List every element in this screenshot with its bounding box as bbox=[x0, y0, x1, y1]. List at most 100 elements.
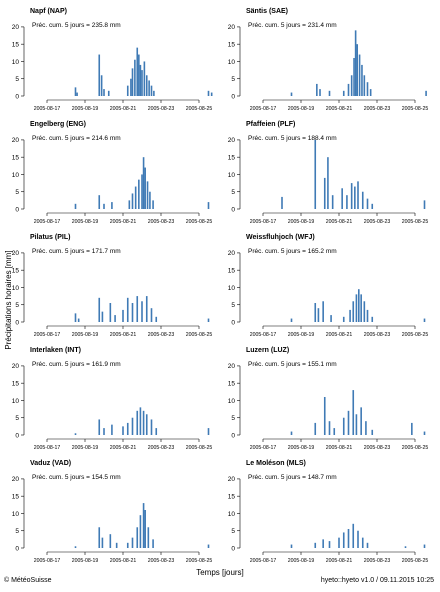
precip-bar bbox=[366, 198, 369, 209]
x-tick-label: 2005-08-25 bbox=[402, 445, 429, 451]
precip-bar bbox=[314, 139, 317, 209]
precip-bar bbox=[356, 44, 359, 96]
precip-bar bbox=[342, 90, 345, 96]
y-tick-label: 20 bbox=[228, 24, 236, 31]
precip-bar bbox=[342, 316, 345, 322]
cumulative-precip-label: Préc. cum. 5 jours = 148.7 mm bbox=[248, 474, 337, 481]
cumulative-precip-label: Préc. cum. 5 jours = 155.1 mm bbox=[248, 361, 337, 368]
precip-bar bbox=[109, 303, 112, 322]
y-tick-label: 15 bbox=[12, 493, 20, 500]
y-tick-label: 10 bbox=[12, 285, 20, 292]
y-tick-label: 10 bbox=[228, 398, 236, 405]
precip-bar bbox=[322, 539, 324, 548]
y-tick-label: 15 bbox=[12, 154, 20, 161]
x-tick-label: 2005-08-21 bbox=[110, 558, 137, 564]
x-tick-label: 2005-08-21 bbox=[326, 219, 353, 225]
precip-bar bbox=[423, 318, 426, 322]
precip-bar bbox=[126, 297, 129, 322]
precip-bar bbox=[423, 431, 426, 435]
precip-bar bbox=[366, 542, 369, 548]
y-tick-label: 5 bbox=[15, 415, 19, 422]
precip-bar bbox=[331, 195, 334, 209]
y-tick-label: 20 bbox=[12, 250, 20, 257]
precip-bar bbox=[349, 309, 351, 322]
precip-bar bbox=[347, 83, 350, 96]
precip-bar bbox=[366, 82, 369, 96]
precip-bar bbox=[207, 202, 210, 209]
precip-bar bbox=[141, 70, 143, 96]
precip-bar bbox=[148, 80, 150, 96]
x-tick-label: 2005-08-19 bbox=[288, 445, 315, 451]
precip-bar bbox=[354, 30, 357, 97]
precip-bar bbox=[350, 183, 353, 209]
station-panel: Luzern (LUZ) Préc. cum. 5 jours = 155.1 m… bbox=[228, 347, 429, 451]
precip-bar bbox=[207, 428, 210, 435]
y-tick-label: 10 bbox=[228, 285, 236, 292]
precip-bar bbox=[316, 83, 318, 96]
y-tick-label: 15 bbox=[228, 267, 236, 274]
x-tick-label: 2005-08-17 bbox=[250, 106, 277, 112]
precip-bar bbox=[341, 188, 343, 209]
precip-bar bbox=[150, 85, 153, 96]
precip-bar bbox=[363, 75, 366, 96]
y-tick-label: 5 bbox=[231, 415, 235, 422]
precip-bar bbox=[290, 92, 293, 96]
x-tick-label: 2005-08-25 bbox=[186, 106, 213, 112]
precip-bar bbox=[136, 527, 139, 548]
x-tick-label: 2005-08-19 bbox=[72, 332, 99, 338]
precip-bar bbox=[328, 90, 331, 96]
y-tick-label: 0 bbox=[15, 206, 19, 213]
precip-bar bbox=[347, 410, 350, 435]
x-tick-label: 2005-08-25 bbox=[402, 332, 429, 338]
precip-bar bbox=[327, 157, 329, 209]
x-tick-label: 2005-08-23 bbox=[148, 445, 175, 451]
precip-bar bbox=[361, 64, 363, 96]
precip-bar bbox=[333, 428, 336, 435]
precip-bar bbox=[207, 544, 210, 548]
y-tick-label: 5 bbox=[231, 189, 235, 196]
x-tick-label: 2005-08-19 bbox=[72, 558, 99, 564]
precip-bar bbox=[323, 177, 326, 209]
precip-bar bbox=[107, 90, 110, 96]
precip-bar bbox=[328, 421, 331, 435]
panel-title: Le Moléson (MLS) bbox=[246, 460, 306, 467]
x-tick-label: 2005-08-19 bbox=[72, 219, 99, 225]
precip-bar bbox=[352, 390, 355, 435]
precip-bar bbox=[155, 428, 158, 435]
cumulative-precip-label: Préc. cum. 5 jours = 171.7 mm bbox=[32, 248, 121, 255]
precip-bar bbox=[207, 318, 210, 322]
precip-bar bbox=[145, 75, 148, 96]
precip-bar bbox=[153, 90, 155, 96]
precip-bar bbox=[141, 301, 143, 322]
precip-bar bbox=[350, 75, 353, 96]
x-tick-label: 2005-08-17 bbox=[250, 332, 277, 338]
precip-bar bbox=[354, 186, 356, 209]
precip-bar bbox=[358, 54, 361, 96]
x-tick-label: 2005-08-23 bbox=[148, 106, 175, 112]
y-tick-label: 20 bbox=[228, 250, 236, 257]
x-tick-label: 2005-08-19 bbox=[288, 219, 315, 225]
precip-bar bbox=[371, 316, 374, 322]
precip-bar bbox=[338, 537, 340, 548]
cumulative-precip-label: Préc. cum. 5 jours = 235.8 mm bbox=[32, 22, 121, 29]
precip-bar bbox=[136, 296, 139, 322]
precip-bar bbox=[109, 534, 112, 548]
station-panel: Engelberg (ENG) Préc. cum. 5 jours = 214.… bbox=[12, 121, 213, 225]
version-label: hyeto::hyeto v1.0 / 09.11.2015 10:25 bbox=[320, 577, 434, 584]
precip-bar bbox=[145, 296, 148, 322]
precip-bar bbox=[134, 59, 136, 96]
precip-bar bbox=[131, 417, 134, 435]
precip-bar bbox=[74, 87, 77, 96]
y-tick-label: 15 bbox=[228, 41, 236, 48]
precip-bar bbox=[128, 200, 131, 209]
y-tick-label: 5 bbox=[15, 528, 19, 535]
precip-bar bbox=[146, 181, 149, 209]
x-tick-label: 2005-08-17 bbox=[250, 219, 277, 225]
precip-bar bbox=[355, 294, 358, 322]
precip-bar bbox=[131, 68, 134, 96]
precip-bar bbox=[98, 297, 101, 322]
precip-bar bbox=[101, 537, 104, 548]
x-tick-label: 2005-08-23 bbox=[364, 219, 391, 225]
y-tick-label: 15 bbox=[12, 267, 20, 274]
